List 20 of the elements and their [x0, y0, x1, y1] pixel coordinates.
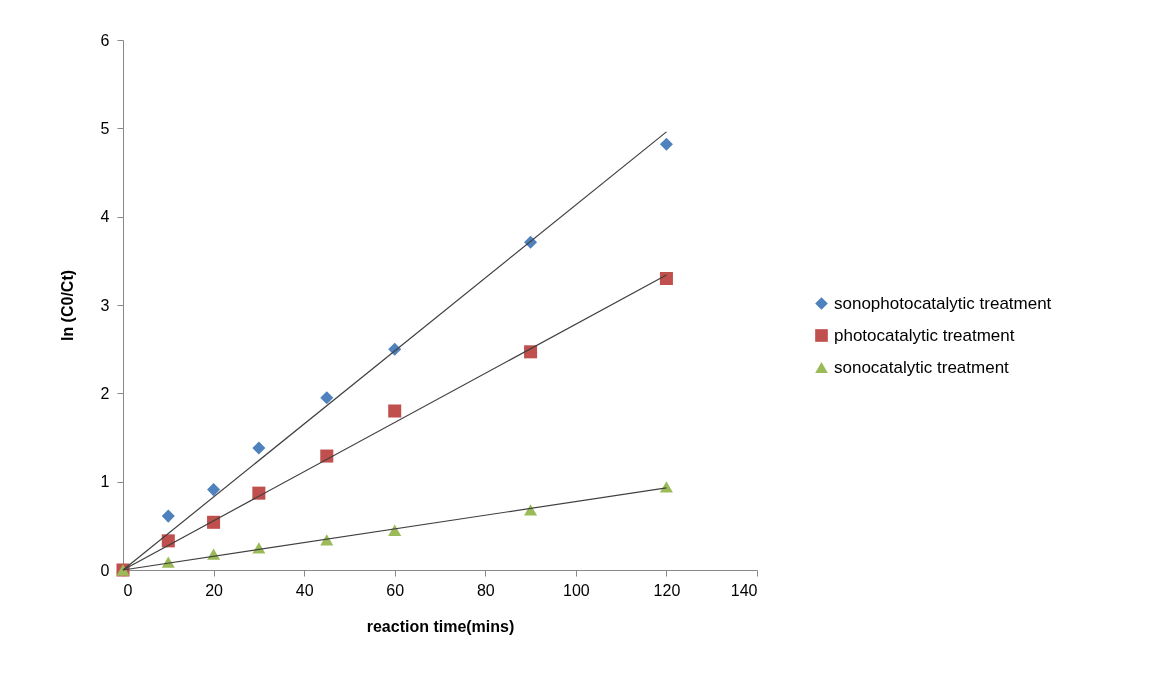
- x-tick-label: 100: [563, 581, 590, 599]
- x-tick-label: 120: [653, 581, 681, 599]
- x-axis-title: reaction time(mins): [366, 617, 515, 635]
- x-tick-label: 140: [730, 581, 758, 599]
- y-tick-label: 0: [100, 561, 110, 579]
- y-tick-label: 1: [100, 473, 110, 491]
- y-tick-label: 3: [100, 296, 110, 314]
- x-tick-label: 0: [123, 581, 133, 599]
- y-tick-label: 6: [100, 31, 110, 49]
- y-tick-label: 5: [100, 119, 110, 137]
- y-axis-title: ln (C0/Ct): [58, 269, 76, 342]
- y-tick-label: 2: [100, 384, 110, 402]
- legend-label: sonocatalytic treatment: [834, 357, 1010, 377]
- y-tick-label: 4: [100, 208, 110, 226]
- x-tick-label: 20: [205, 581, 224, 599]
- x-tick-label: 80: [476, 581, 495, 599]
- legend-label: photocatalytic treatment: [834, 325, 1015, 345]
- x-tick-label: 40: [295, 581, 314, 599]
- legend-label: sonophotocatalytic treatment: [834, 293, 1052, 313]
- x-tick-label: 60: [386, 581, 405, 599]
